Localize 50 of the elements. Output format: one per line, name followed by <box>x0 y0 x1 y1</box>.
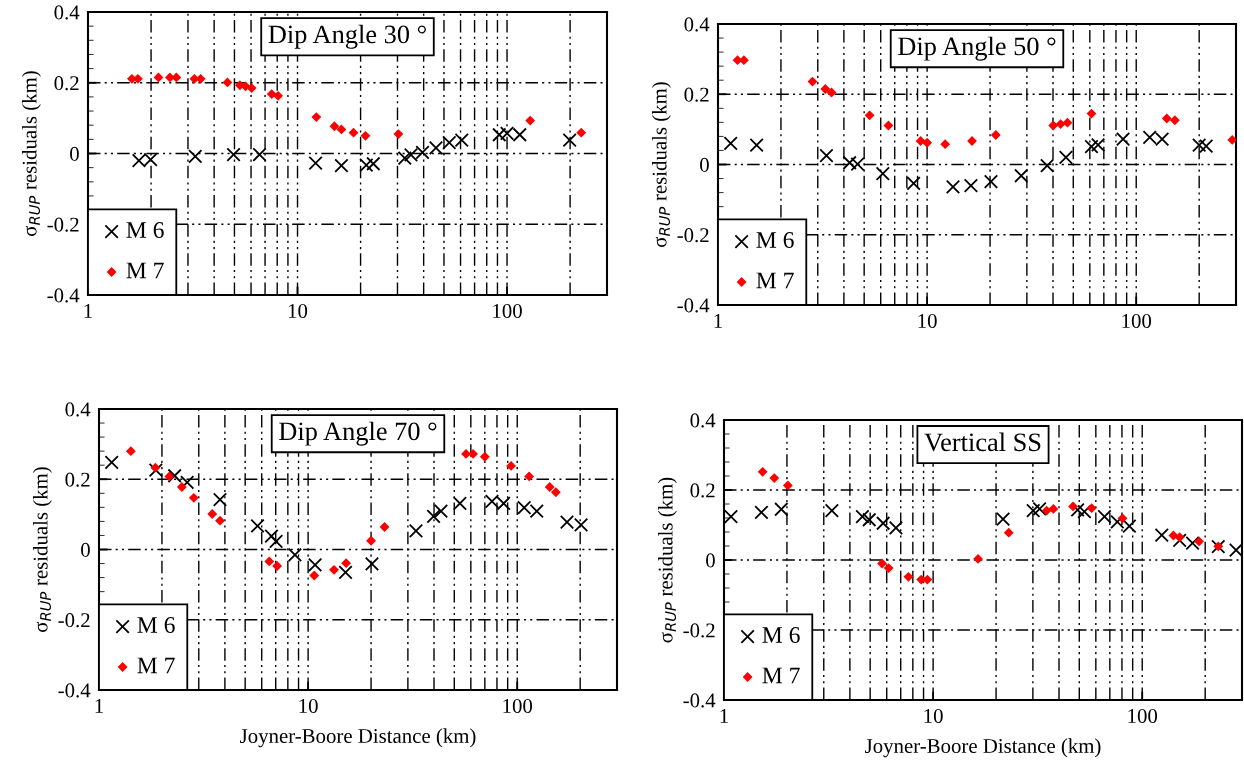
chart-title: Dip Angle 70 ° <box>279 421 437 446</box>
x-tick-label: 1 <box>95 699 103 713</box>
legend-label: M 7 <box>126 262 164 279</box>
x-tick-label: 1 <box>714 314 722 328</box>
y-axis-title: σ$_{RUP}$ residuals (km) <box>651 82 671 248</box>
x-tick-label: 1 <box>84 304 92 318</box>
y-tick-label: 0.2 <box>54 76 79 91</box>
legend-label: M 7 <box>137 657 175 674</box>
legend-label: M 6 <box>137 617 175 633</box>
x-tick-label: 10 <box>288 303 308 318</box>
x-axis-title: Joyner-Boore Distance (km) <box>240 728 476 748</box>
y-tick-label: 0 <box>706 553 715 568</box>
y-axis-title: σ$_{RUP}$ residuals (km) <box>657 477 677 643</box>
y-tick-label: -0.4 <box>683 693 716 708</box>
y-axis-title: σ$_{RUP}$ residuals (km) <box>32 467 52 633</box>
chart-title: Dip Angle 30 ° <box>268 24 426 49</box>
x-tick-label: 100 <box>1128 708 1158 723</box>
y-tick-label: -0.2 <box>58 613 90 628</box>
y-tick-label: -0.4 <box>47 288 80 303</box>
chart-title: Dip Angle 50 ° <box>898 36 1056 61</box>
y-tick-label: 0.4 <box>690 413 716 428</box>
chart-title: Vertical SS <box>924 432 1041 452</box>
y-tick-label: 0 <box>70 146 79 161</box>
y-tick-label: 0.2 <box>65 472 90 487</box>
y-tick-label: -0.2 <box>683 623 715 638</box>
y-tick-label: 0.2 <box>684 87 709 102</box>
x-tick-label: 100 <box>503 698 533 713</box>
legend-label: M 7 <box>756 272 794 289</box>
y-tick-label: 0 <box>700 157 709 172</box>
y-tick-label: 0.4 <box>684 17 710 32</box>
x-tick-label: 10 <box>299 698 318 713</box>
x-tick-label: 10 <box>918 313 937 328</box>
x-axis-title: Joyner-Boore Distance (km) <box>865 738 1101 758</box>
x-tick-label: 100 <box>1122 313 1152 328</box>
y-tick-label: 0.4 <box>54 5 80 20</box>
x-tick-label: 1 <box>720 709 728 723</box>
y-tick-label: 0.2 <box>690 483 715 498</box>
legend-label: M 6 <box>126 222 164 238</box>
y-tick-label: -0.4 <box>58 683 91 698</box>
x-tick-label: 100 <box>493 303 522 318</box>
y-tick-label: -0.2 <box>47 217 79 232</box>
legend-label: M 6 <box>756 232 794 248</box>
y-tick-label: 0.4 <box>65 402 91 417</box>
y-tick-label: 0 <box>81 542 90 557</box>
x-tick-label: 10 <box>924 708 943 723</box>
legend-label: M 7 <box>762 667 800 684</box>
y-axis-title: σ$_{RUP}$ residuals (km) <box>21 71 41 237</box>
y-tick-label: -0.2 <box>677 228 709 243</box>
y-tick-label: -0.4 <box>677 298 710 313</box>
legend-label: M 6 <box>762 627 800 643</box>
